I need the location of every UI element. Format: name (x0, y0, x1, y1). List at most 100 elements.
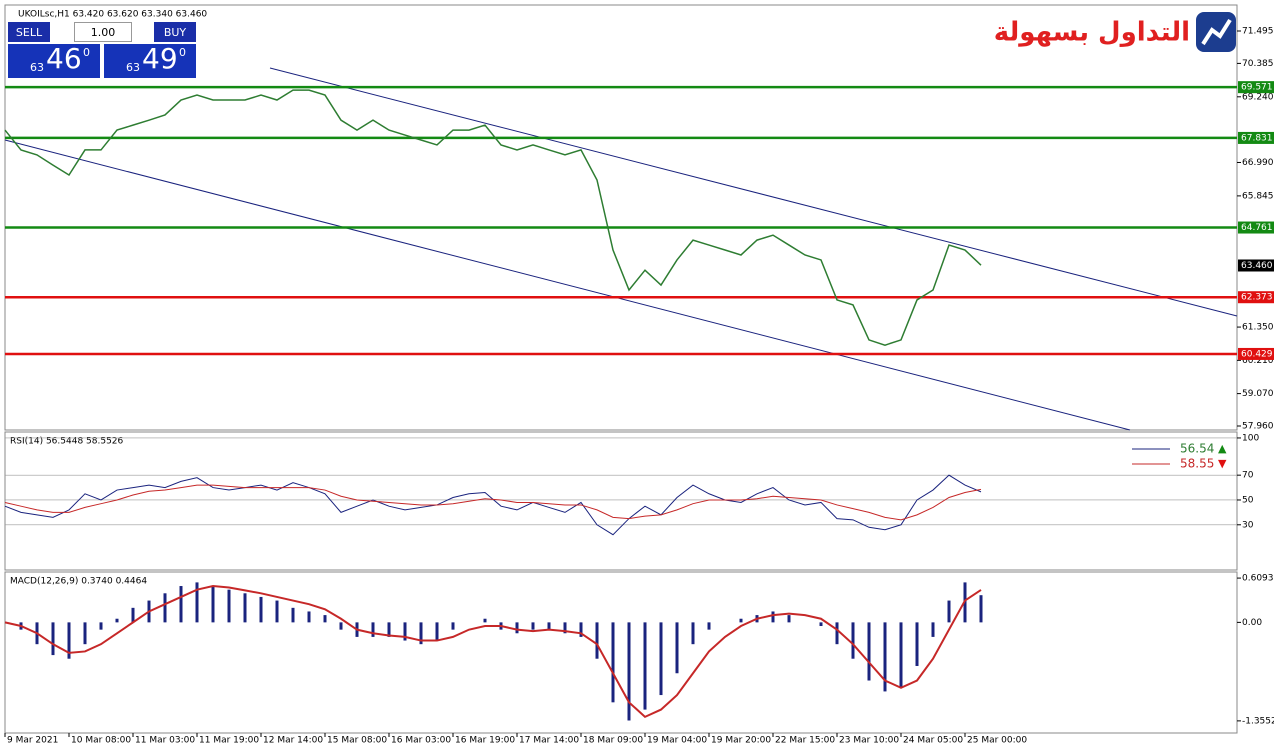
buy-price[interactable]: 63 49 0 (104, 42, 196, 78)
y-tick-label: 0.6093 (1242, 574, 1274, 584)
series-line (4, 585, 982, 719)
macd-bar (787, 615, 791, 623)
level-label: 67.831 (1241, 133, 1273, 143)
sell-main: 46 (46, 42, 82, 75)
series-line (4, 89, 982, 346)
level-label: 64.761 (1241, 223, 1273, 233)
macd-bar (595, 622, 599, 659)
current-label: 63.460 (1241, 261, 1273, 271)
legend-arrow: ▼ (1218, 457, 1227, 470)
macd-bar (979, 595, 983, 623)
macd-bar (211, 586, 215, 623)
legend-label: 56.54 (1180, 442, 1214, 456)
level-label: 62.373 (1241, 293, 1273, 303)
sell-big: 63 (30, 61, 44, 74)
y-tick-label: 61.350 (1242, 323, 1274, 333)
x-tick-label: 19 Mar 20:00 (711, 736, 771, 746)
macd-bar (579, 622, 583, 637)
y-tick-label: 30 (1242, 520, 1254, 530)
macd-bar (627, 622, 631, 721)
logo-text: التداول بسهولة (994, 18, 1190, 48)
macd-bar (531, 622, 535, 630)
macd-bar (563, 622, 567, 634)
y-tick-label: 59.070 (1242, 389, 1274, 399)
y-tick-label: 71.495 (1242, 27, 1274, 37)
x-tick-label: 24 Mar 05:00 (903, 736, 963, 746)
macd-bar (259, 596, 263, 623)
x-tick-label: 16 Mar 19:00 (455, 736, 515, 746)
macd-bar (403, 622, 407, 641)
macd-bar (483, 618, 487, 623)
macd-bar (899, 622, 903, 688)
y-tick-label: 69.240 (1242, 92, 1274, 102)
sell-button[interactable]: SELL (8, 22, 50, 42)
x-tick-label: 11 Mar 03:00 (135, 736, 195, 746)
y-tick-label: -1.3552 (1242, 716, 1274, 726)
y-tick-label: 65.845 (1242, 191, 1274, 201)
buy-sup: 0 (179, 46, 186, 59)
macd-bar (659, 622, 663, 696)
rsi-frame (4, 431, 1238, 571)
macd-bar (275, 600, 279, 623)
macd-bar (915, 622, 919, 666)
macd-bar (419, 622, 423, 645)
macd-bar (947, 600, 951, 623)
buy-button[interactable]: BUY (154, 22, 196, 42)
level-tag (1238, 347, 1274, 360)
x-tick-label: 22 Mar 15:00 (775, 736, 835, 746)
macd-bar (387, 622, 391, 637)
y-tick-label: 66.990 (1242, 158, 1274, 168)
macd-bar (307, 611, 311, 623)
macd-bar (675, 622, 679, 674)
macd-bar (131, 607, 135, 623)
level-tag (1238, 291, 1274, 304)
panel-title: UKOILsc,H1 63.420 63.620 63.340 63.460 (18, 10, 207, 20)
macd-bar (883, 622, 887, 692)
x-tick-label: 17 Mar 14:00 (519, 736, 579, 746)
y-tick-label: 50 (1242, 495, 1254, 505)
x-tick-label: 19 Mar 04:00 (647, 736, 707, 746)
macd-bar (371, 622, 375, 637)
x-tick-label: 10 Mar 08:00 (71, 736, 131, 746)
trade-panel: SELL 1.00 BUY 63 46 0 63 49 0 (8, 22, 196, 78)
macd-bar (867, 622, 871, 681)
macd-bar (643, 622, 647, 710)
level-tag (1238, 221, 1274, 234)
x-tick-label: 18 Mar 09:00 (583, 736, 643, 746)
macd-bar (691, 622, 695, 645)
series-line (4, 484, 982, 521)
legend-label: 58.55 (1180, 457, 1214, 471)
macd-bar (291, 607, 295, 623)
macd-bar (243, 593, 247, 623)
buy-main: 49 (142, 42, 178, 75)
level-tag (1238, 131, 1274, 144)
macd-bar (931, 622, 935, 637)
y-tick-label: 0.00 (1242, 618, 1262, 628)
sell-price[interactable]: 63 46 0 (8, 42, 100, 78)
macd-bar (435, 622, 439, 641)
channel-line (4, 139, 1131, 431)
macd-bar (67, 622, 71, 659)
macd-bar (611, 622, 615, 703)
lot-input[interactable]: 1.00 (74, 22, 132, 42)
macd-bar (451, 622, 455, 630)
macd-bar (707, 622, 711, 630)
macd-bar (547, 622, 551, 630)
x-tick-label: 23 Mar 10:00 (839, 736, 899, 746)
macd-bar (851, 622, 855, 659)
y-tick-label: 70.385 (1242, 59, 1274, 69)
macd-bar (819, 622, 823, 627)
macd-bar (515, 622, 519, 634)
x-tick-label: 15 Mar 08:00 (327, 736, 387, 746)
panel-title: RSI(14) 56.5448 58.5526 (10, 437, 124, 447)
x-tick-label: 25 Mar 00:00 (967, 736, 1027, 746)
y-tick-label: 100 (1242, 433, 1259, 443)
channel-line (269, 67, 1238, 317)
price-frame (4, 4, 1238, 431)
macd-bar (115, 618, 119, 623)
macd-bar (771, 611, 775, 623)
panel-title: MACD(12,26,9) 0.3740 0.4464 (10, 577, 147, 587)
macd-bar (835, 622, 839, 645)
